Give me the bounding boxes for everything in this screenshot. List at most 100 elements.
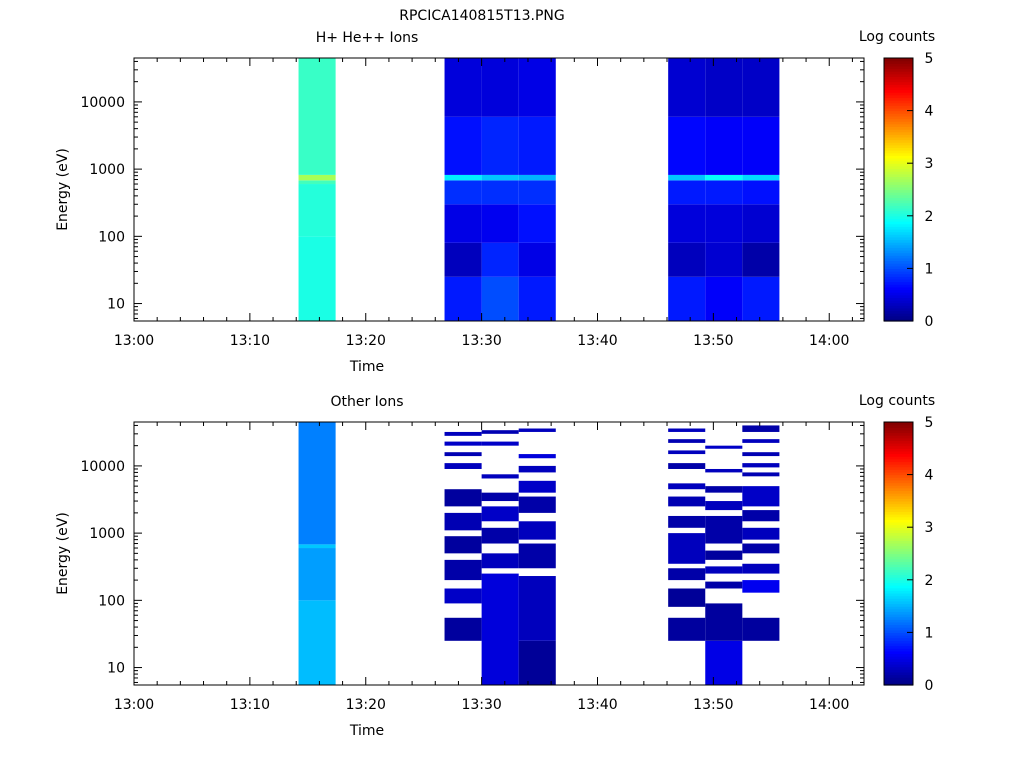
- heatmap-cell: [481, 506, 519, 522]
- heatmap-cell: [742, 580, 780, 593]
- colorbar-step: [884, 621, 913, 626]
- colorbar-step: [884, 313, 913, 317]
- heatmap-cell: [481, 430, 519, 434]
- colorbar-step: [884, 144, 913, 149]
- heatmap-cell: [444, 58, 482, 117]
- heatmap-cell: [705, 501, 743, 511]
- heatmap-cell: [518, 276, 556, 321]
- colorbar-step: [884, 286, 913, 291]
- colorbar-step: [884, 165, 913, 170]
- colorbar-step: [884, 268, 913, 272]
- heatmap-cell: [518, 454, 556, 459]
- colorbar-step: [884, 276, 913, 280]
- colorbar-step: [884, 173, 913, 177]
- colorbar-step: [884, 123, 913, 127]
- colorbar-step: [884, 63, 913, 67]
- heatmap-cell: [668, 463, 706, 469]
- heatmap-cell: [518, 543, 556, 569]
- colorbar-step: [884, 469, 913, 473]
- heatmap-cell: [444, 431, 482, 436]
- colorbar-tick-label: 5: [925, 415, 934, 431]
- colorbar-step: [884, 189, 913, 193]
- colorbar-tick-label: 4: [925, 104, 934, 120]
- heatmap-cell: [668, 116, 706, 175]
- heatmap-cell: [668, 204, 706, 243]
- colorbar-step: [884, 113, 913, 117]
- heatmap-cell: [705, 603, 743, 641]
- heatmap-cell: [518, 465, 556, 473]
- x-tick-label: 14:00: [809, 697, 849, 713]
- x-axis-label: Time: [349, 723, 384, 739]
- heatmap-cell: [668, 568, 706, 581]
- heatmap-cell: [298, 180, 336, 185]
- colorbar-step: [884, 587, 913, 591]
- colorbar-step: [884, 234, 913, 238]
- heatmap-cell: [518, 576, 556, 641]
- colorbar-step: [884, 194, 913, 198]
- colorbar-step: [884, 635, 913, 639]
- x-tick-label: 13:50: [693, 333, 733, 349]
- heatmap-cell: [481, 474, 519, 479]
- heatmap-cell: [668, 533, 706, 564]
- colorbar-step: [884, 236, 913, 241]
- heatmap-cell: [444, 489, 482, 507]
- colorbar-step: [884, 297, 913, 301]
- colorbar-step: [884, 629, 913, 633]
- heatmap-cell: [705, 58, 743, 117]
- colorbar-step: [884, 482, 913, 486]
- heatmap-cell: [298, 548, 336, 601]
- colorbar-step: [884, 495, 913, 499]
- colorbar-step: [884, 129, 913, 133]
- colorbar-step: [884, 542, 913, 547]
- heatmap-cell: [742, 527, 780, 540]
- colorbar-step: [884, 571, 913, 576]
- colorbar-step: [884, 142, 913, 146]
- colorbar-step: [884, 527, 913, 531]
- heatmap-cell: [481, 204, 519, 243]
- colorbar-step: [884, 656, 913, 660]
- colorbar-step: [884, 121, 913, 125]
- colorbar-step: [884, 624, 913, 628]
- colorbar-step: [884, 281, 913, 285]
- colorbar-step: [884, 556, 913, 560]
- colorbar-step: [884, 310, 913, 314]
- colorbar-step: [884, 126, 913, 130]
- heatmap-cell: [481, 492, 519, 502]
- heatmap-cell: [298, 184, 336, 237]
- colorbar-step: [884, 545, 913, 549]
- heatmap-cell: [668, 515, 706, 528]
- heatmap-cell: [444, 116, 482, 175]
- colorbar-step: [884, 682, 913, 686]
- heatmap-cell: [481, 116, 519, 175]
- colorbar-step: [884, 79, 913, 83]
- colorbar-step: [884, 284, 913, 288]
- colorbar-step: [884, 679, 913, 683]
- heatmap-cell: [668, 483, 706, 490]
- heatmap-cells: [298, 58, 780, 321]
- colorbar-step: [884, 477, 913, 481]
- colorbar-step: [884, 263, 913, 267]
- colorbar-step: [884, 228, 913, 233]
- colorbar-step: [884, 642, 913, 647]
- heatmap-cell: [481, 441, 519, 446]
- colorbar-tick-label: 0: [925, 678, 934, 694]
- colorbar-step: [884, 226, 913, 230]
- y-tick-label: 10000: [80, 95, 125, 111]
- heatmap-cell: [742, 543, 780, 554]
- colorbar-step: [884, 210, 913, 214]
- heatmap-cell: [444, 204, 482, 243]
- colorbar-step: [884, 666, 913, 670]
- figure-title: RPCICA140815T13.PNG: [399, 8, 564, 24]
- colorbar-label: Log counts: [859, 29, 935, 45]
- colorbar-step: [884, 450, 913, 455]
- colorbar-step: [884, 155, 913, 159]
- panel-other-ions: Other Ions 13:00 13:10 13:20 13:30 13:40 13:50…: [55, 393, 935, 739]
- colorbar-step: [884, 249, 913, 254]
- colorbar-step: [884, 429, 913, 434]
- heatmap-cell: [742, 425, 780, 432]
- colorbar-step: [884, 86, 913, 91]
- panel-h-he-ions: H+ He++ Ions 13:00 13:10 13:20 13:30 13:40 13:…: [55, 29, 935, 375]
- colorbar-step: [884, 674, 913, 678]
- colorbar-step: [884, 65, 913, 70]
- heatmap-cell: [298, 544, 336, 549]
